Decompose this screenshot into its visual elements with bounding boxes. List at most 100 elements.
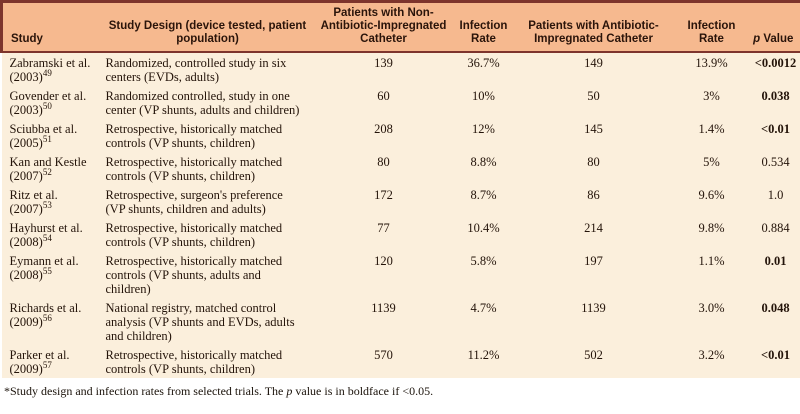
study-year-ref: (2005)51 bbox=[9, 133, 100, 150]
p-value-cell: <0.01 bbox=[749, 119, 800, 152]
p-value-cell: 1.0 bbox=[749, 185, 800, 218]
p-value-cell: 0.038 bbox=[749, 86, 800, 119]
column-header-patients-non-impregnated: Patients with Non-Antibiotic-Impregnated… bbox=[313, 0, 454, 53]
study-year-ref: (2003)49 bbox=[9, 67, 100, 84]
study-cell: Govender et al. (2003)50 bbox=[1, 86, 102, 119]
study-author: Govender et al. bbox=[9, 88, 87, 103]
design-cell: National registry, matched control analy… bbox=[101, 298, 314, 345]
footnote-text-2: value is in boldface if <0.05. bbox=[292, 384, 434, 398]
table-row: Govender et al. (2003)50 Randomized cont… bbox=[1, 86, 800, 119]
study-cell: Kan and Kestle (2007)52 bbox=[1, 152, 102, 185]
patients-non-impregnated-cell: 570 bbox=[313, 345, 454, 378]
p-value-label: Value bbox=[760, 33, 794, 45]
infection-rate-ai-cell: 1.1% bbox=[673, 251, 750, 298]
table-header: Study Study Design (device tested, patie… bbox=[0, 0, 800, 53]
table-row: Sciubba et al. (2005)51 Retrospective, h… bbox=[1, 119, 800, 152]
patients-impregnated-cell: 50 bbox=[513, 86, 674, 119]
patients-non-impregnated-cell: 80 bbox=[313, 152, 454, 185]
infection-rate-non-cell: 12% bbox=[453, 119, 514, 152]
study-year-ref: (2007)52 bbox=[9, 166, 100, 183]
reference-superscript: 51 bbox=[42, 133, 52, 144]
patients-impregnated-cell: 145 bbox=[513, 119, 674, 152]
column-header-patients-impregnated: Patients with Antibiotic-Impregnated Cat… bbox=[513, 0, 674, 53]
reference-superscript: 57 bbox=[42, 359, 52, 370]
study-year: (2005) bbox=[9, 135, 43, 150]
study-cell: Richards et al. (2009)56 bbox=[1, 298, 102, 345]
design-cell: Retrospective, historically matched cont… bbox=[101, 251, 314, 298]
infection-rate-non-cell: 36.7% bbox=[453, 52, 514, 86]
infection-rate-non-cell: 10.4% bbox=[453, 218, 514, 251]
infection-rate-ai-cell: 13.9% bbox=[673, 52, 750, 86]
p-value-cell: <0.01 bbox=[749, 345, 800, 378]
column-header-study: Study bbox=[0, 0, 102, 53]
infection-rate-ai-cell: 1.4% bbox=[673, 119, 750, 152]
study-year-ref: (2003)50 bbox=[9, 100, 100, 117]
p-value-cell: 0.534 bbox=[749, 152, 800, 185]
infection-rate-ai-cell: 9.6% bbox=[673, 185, 750, 218]
infection-rate-ai-cell: 3% bbox=[673, 86, 750, 119]
column-header-study-design: Study Design (device tested, patient pop… bbox=[101, 0, 314, 53]
study-cell: Sciubba et al. (2005)51 bbox=[1, 119, 102, 152]
reference-superscript: 52 bbox=[42, 166, 52, 177]
column-header-infection-rate-ai: Infection Rate bbox=[673, 0, 750, 53]
study-cell: Ritz et al. (2007)53 bbox=[1, 185, 102, 218]
patients-non-impregnated-cell: 77 bbox=[313, 218, 454, 251]
study-cell: Eymann et al. (2008)55 bbox=[1, 251, 102, 298]
infection-rate-non-cell: 8.7% bbox=[453, 185, 514, 218]
study-author: Zabramski et al. bbox=[9, 55, 91, 70]
catheter-study-table: Study Study Design (device tested, patie… bbox=[0, 0, 800, 378]
design-cell: Randomized, controlled study in six cent… bbox=[101, 52, 314, 86]
study-year-ref: (2007)53 bbox=[9, 199, 100, 216]
patients-impregnated-cell: 1139 bbox=[513, 298, 674, 345]
design-cell: Retrospective, historically matched cont… bbox=[101, 345, 314, 378]
study-year: (2009) bbox=[9, 361, 43, 376]
patients-non-impregnated-cell: 208 bbox=[313, 119, 454, 152]
study-year: (2008) bbox=[9, 234, 43, 249]
study-author: Hayhurst et al. bbox=[9, 220, 83, 235]
infection-rate-non-cell: 11.2% bbox=[453, 345, 514, 378]
reference-superscript: 53 bbox=[42, 199, 52, 210]
study-year: (2007) bbox=[9, 201, 43, 216]
study-year: (2003) bbox=[9, 102, 43, 117]
patients-impregnated-cell: 149 bbox=[513, 52, 674, 86]
table-row: Richards et al. (2009)56 National regist… bbox=[1, 298, 800, 345]
infection-rate-ai-cell: 5% bbox=[673, 152, 750, 185]
p-value-cell: 0.048 bbox=[749, 298, 800, 345]
reference-superscript: 54 bbox=[42, 232, 52, 243]
table-row: Kan and Kestle (2007)52 Retrospective, h… bbox=[1, 152, 800, 185]
study-author: Ritz et al. bbox=[9, 187, 58, 202]
reference-superscript: 50 bbox=[42, 100, 52, 111]
p-value-cell: 0.884 bbox=[749, 218, 800, 251]
patients-impregnated-cell: 502 bbox=[513, 345, 674, 378]
study-year: (2009) bbox=[9, 314, 43, 329]
study-year-ref: (2009)57 bbox=[9, 359, 100, 376]
column-header-infection-rate-non: Infection Rate bbox=[453, 0, 514, 53]
study-year-ref: (2008)55 bbox=[10, 265, 100, 282]
table-row: Parker et al. (2009)57 Retrospective, hi… bbox=[1, 345, 800, 378]
study-author: Richards et al. bbox=[9, 300, 82, 315]
study-year: (2003) bbox=[9, 69, 43, 84]
infection-rate-non-cell: 8.8% bbox=[453, 152, 514, 185]
study-author: Eymann et al. bbox=[9, 253, 79, 268]
study-year: (2007) bbox=[9, 168, 43, 183]
design-cell: Retrospective, historically matched cont… bbox=[101, 119, 314, 152]
infection-rate-ai-cell: 9.8% bbox=[673, 218, 750, 251]
reference-superscript: 55 bbox=[42, 265, 52, 276]
patients-impregnated-cell: 86 bbox=[513, 185, 674, 218]
reference-superscript: 49 bbox=[42, 67, 52, 78]
p-symbol: p bbox=[753, 33, 761, 45]
patients-impregnated-cell: 80 bbox=[513, 152, 674, 185]
table-row: Ritz et al. (2007)53 Retrospective, surg… bbox=[1, 185, 800, 218]
patients-non-impregnated-cell: 172 bbox=[313, 185, 454, 218]
patients-non-impregnated-cell: 60 bbox=[313, 86, 454, 119]
table-row: Zabramski et al. (2003)49 Randomized, co… bbox=[1, 52, 800, 86]
table-footnote: *Study design and infection rates from s… bbox=[0, 378, 800, 398]
p-value-cell: 0.01 bbox=[749, 251, 800, 298]
footnote-text-1: *Study design and infection rates from s… bbox=[4, 384, 287, 398]
study-author: Sciubba et al. bbox=[9, 121, 78, 136]
table-row: Eymann et al. (2008)55 Retrospective, hi… bbox=[1, 251, 800, 298]
study-cell: Parker et al. (2009)57 bbox=[1, 345, 102, 378]
patients-non-impregnated-cell: 1139 bbox=[313, 298, 454, 345]
patients-impregnated-cell: 214 bbox=[513, 218, 674, 251]
